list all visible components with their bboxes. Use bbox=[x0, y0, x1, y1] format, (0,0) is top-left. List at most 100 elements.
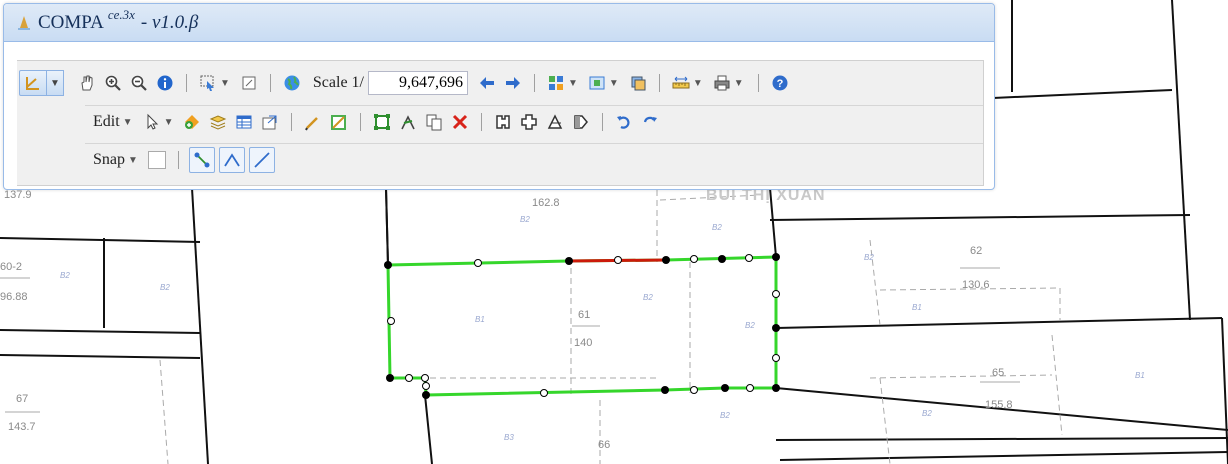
edit-pointer-button[interactable] bbox=[143, 113, 161, 131]
arrow-right-icon bbox=[506, 77, 520, 89]
arrow-left-icon bbox=[480, 77, 494, 89]
toolbar-separator bbox=[757, 74, 759, 92]
reshape-button[interactable] bbox=[330, 113, 348, 131]
snap-angle-button[interactable] bbox=[218, 147, 245, 173]
zone-label: B2 bbox=[520, 215, 530, 224]
clip-button[interactable] bbox=[572, 113, 590, 131]
snap-vertex-icon bbox=[194, 152, 210, 168]
vertex-icon bbox=[374, 114, 391, 130]
snap-edge-button[interactable] bbox=[248, 147, 275, 173]
measure-button[interactable] bbox=[672, 74, 690, 92]
snap-checkbox[interactable] bbox=[147, 151, 166, 169]
measure-icon bbox=[672, 76, 690, 89]
measure-dropdown[interactable]: ▼ bbox=[692, 77, 703, 89]
parcel-label: 60-2 bbox=[0, 261, 22, 273]
map-view-button[interactable] bbox=[588, 74, 606, 92]
edit-menu-label[interactable]: Edit bbox=[93, 113, 120, 130]
next-extent-button[interactable] bbox=[504, 74, 522, 92]
toolbar-separator bbox=[291, 113, 293, 131]
zone-label: B2 bbox=[60, 271, 70, 280]
edit-menu-dropdown[interactable]: ▼ bbox=[122, 116, 133, 128]
parcel-label: 140 bbox=[574, 337, 592, 349]
window-title-edition: ce.3x bbox=[107, 6, 135, 22]
layout-button[interactable] bbox=[547, 74, 565, 92]
parcel-dashed-lines bbox=[159, 190, 1063, 464]
properties-icon bbox=[262, 115, 277, 130]
toolbar-panel: ▼ ▼ Scale 1/ ▼ ▼ ▼ ▼ bbox=[17, 60, 984, 186]
properties-button[interactable] bbox=[261, 113, 279, 131]
copy-button[interactable] bbox=[425, 113, 443, 131]
toolbar-separator bbox=[360, 113, 362, 131]
select-dropdown[interactable]: ▼ bbox=[220, 77, 230, 89]
layout-dropdown[interactable]: ▼ bbox=[568, 77, 578, 89]
snap-vertex-button[interactable] bbox=[188, 147, 215, 173]
previous-extent-button[interactable] bbox=[478, 74, 496, 92]
globe-icon bbox=[284, 75, 300, 91]
layer-stack-button[interactable] bbox=[209, 113, 227, 131]
cut-polygon-button[interactable] bbox=[546, 113, 564, 131]
toolbar-separator bbox=[534, 74, 535, 92]
selected-parcel[interactable] bbox=[385, 187, 778, 397]
select-button[interactable] bbox=[199, 74, 217, 92]
zone-label: B2 bbox=[922, 409, 932, 418]
draw-tool-button[interactable] bbox=[19, 70, 47, 96]
union-button[interactable] bbox=[520, 113, 538, 131]
zone-label: B1 bbox=[1135, 371, 1145, 380]
vertex-edit-button[interactable] bbox=[373, 113, 391, 131]
pointer-icon bbox=[147, 113, 158, 130]
scale-input[interactable] bbox=[368, 71, 468, 95]
split-button[interactable] bbox=[399, 113, 417, 131]
clip-icon bbox=[574, 115, 589, 129]
attribute-table-button[interactable] bbox=[235, 113, 253, 131]
info-icon bbox=[157, 75, 173, 91]
globe-button[interactable] bbox=[283, 74, 301, 92]
pencil-icon bbox=[305, 117, 319, 131]
print-dropdown[interactable]: ▼ bbox=[733, 77, 744, 89]
draw-line-button[interactable] bbox=[304, 113, 322, 131]
toolbar-row-edit: Edit ▼ ▼ bbox=[85, 105, 983, 138]
pan-icon bbox=[81, 75, 93, 91]
toolbar-separator bbox=[658, 74, 660, 92]
zone-label: B1 bbox=[912, 303, 922, 312]
info-button[interactable] bbox=[156, 74, 174, 92]
parcel-label: 137.9 bbox=[4, 189, 32, 201]
delete-button[interactable] bbox=[451, 113, 469, 131]
merge-button[interactable] bbox=[494, 113, 512, 131]
undo-icon bbox=[617, 116, 630, 129]
undo-button[interactable] bbox=[615, 113, 633, 131]
extent-button[interactable] bbox=[240, 74, 258, 92]
zoom-out-icon bbox=[131, 75, 147, 91]
parcel-label: 62 bbox=[970, 245, 982, 257]
parcel-label: 65 bbox=[992, 367, 1004, 379]
app-logo-icon bbox=[18, 15, 30, 30]
edit-pointer-dropdown[interactable]: ▼ bbox=[163, 116, 174, 128]
parcel-label: 96.88 bbox=[0, 291, 28, 303]
layers-button[interactable] bbox=[629, 74, 647, 92]
copy-icon bbox=[426, 114, 442, 131]
print-icon bbox=[714, 75, 730, 91]
zone-label: B2 bbox=[712, 223, 722, 232]
help-button[interactable]: ? bbox=[771, 74, 789, 92]
draw-icon bbox=[26, 77, 39, 90]
compa-window[interactable]: COMPA ce.3x - v1.0.β ▼ ▼ Scale 1/ bbox=[3, 3, 995, 190]
add-feature-button[interactable] bbox=[183, 113, 201, 131]
draw-tool-dropdown[interactable]: ▼ bbox=[47, 70, 64, 96]
layers-icon bbox=[631, 76, 646, 91]
snap-menu-label[interactable]: Snap bbox=[93, 151, 125, 168]
zoom-out-button[interactable] bbox=[130, 74, 148, 92]
zone-label: B3 bbox=[504, 433, 514, 442]
pan-button[interactable] bbox=[78, 74, 96, 92]
window-titlebar[interactable]: COMPA ce.3x - v1.0.β bbox=[4, 4, 994, 42]
zoom-in-button[interactable] bbox=[104, 74, 122, 92]
map-view-dropdown[interactable]: ▼ bbox=[608, 77, 619, 89]
scale-label: Scale 1/ bbox=[312, 74, 364, 91]
zone-label: B2 bbox=[864, 253, 874, 262]
window-title: COMPA bbox=[38, 11, 104, 33]
vertex-handles[interactable] bbox=[384, 253, 780, 399]
print-button[interactable] bbox=[713, 74, 731, 92]
svg-text:?: ? bbox=[776, 78, 783, 90]
redo-button[interactable] bbox=[641, 113, 659, 131]
parcel-label: 162.8 bbox=[532, 197, 560, 209]
snap-menu-dropdown[interactable]: ▼ bbox=[128, 154, 138, 166]
